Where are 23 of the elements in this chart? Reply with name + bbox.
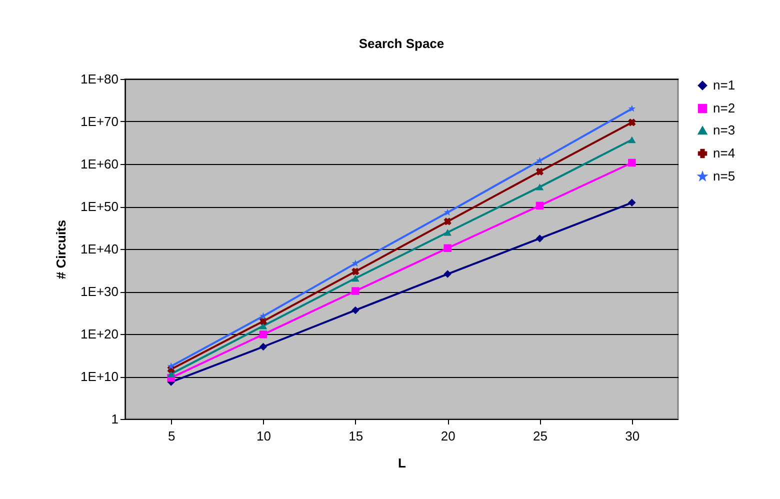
x-tick-label: 5	[168, 428, 176, 444]
x-axis-title: L	[398, 456, 406, 470]
y-tick-label: 1	[111, 412, 118, 426]
x-tick-label: 10	[256, 428, 271, 444]
x-tick-label: 25	[533, 428, 548, 444]
x-tick-label: 15	[348, 428, 364, 444]
y-tick-label: 1E+20	[80, 326, 118, 342]
legend-label: n=3	[713, 122, 736, 138]
y-tick-label: 1E+60	[80, 156, 118, 172]
x-tick-label: 20	[440, 428, 456, 444]
legend-label: n=1	[713, 78, 736, 92]
y-tick-label: 1E+50	[80, 199, 118, 214]
legend-label: n=4	[713, 146, 736, 160]
y-axis-title: # Circuits	[54, 220, 69, 280]
y-tick-label: 1E+40	[80, 242, 118, 256]
x-tick-label: 30	[625, 428, 640, 444]
y-tick-label: 1E+80	[80, 72, 118, 86]
chart-title: Search Space	[358, 36, 444, 51]
legend-label: n=2	[713, 100, 736, 116]
y-tick-label: 1E+30	[80, 284, 118, 299]
y-tick-label: 1E+10	[80, 369, 118, 384]
legend-label: n=5	[713, 168, 736, 184]
y-tick-label: 1E+70	[80, 114, 118, 129]
